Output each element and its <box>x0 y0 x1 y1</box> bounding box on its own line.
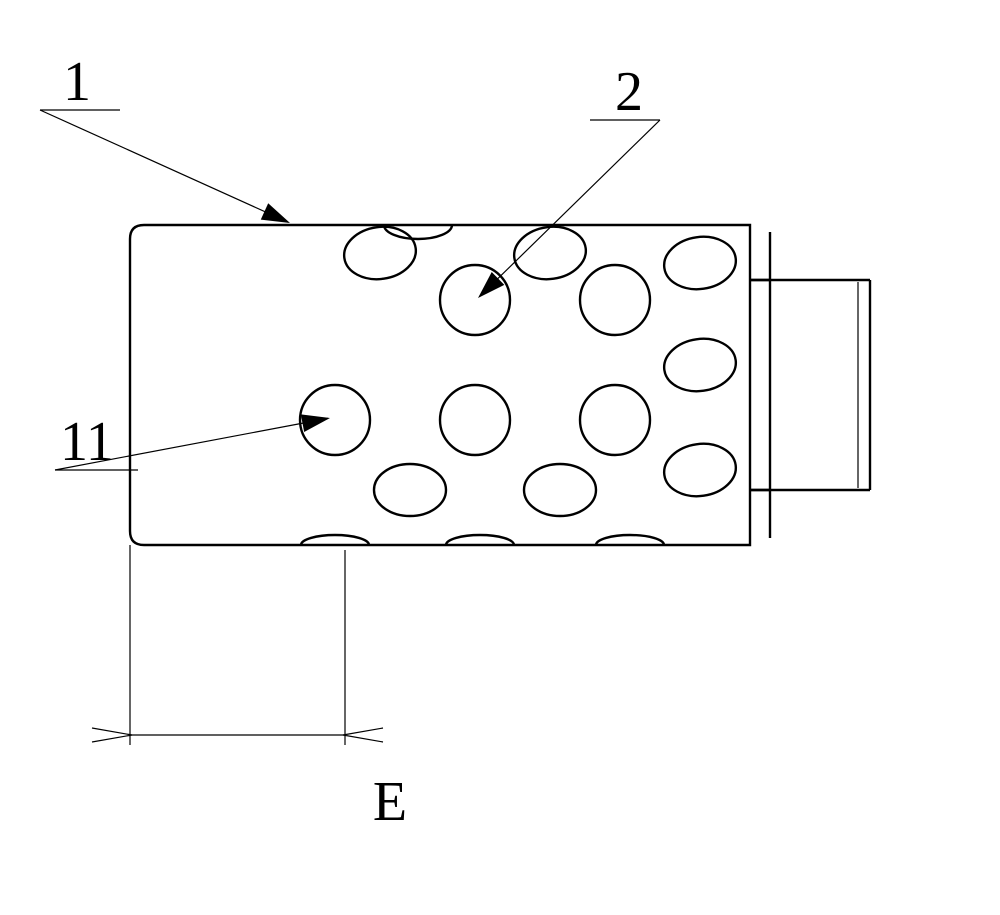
hole-circle <box>440 385 510 455</box>
arrowhead-icon <box>261 203 290 223</box>
callout-label: 11 <box>60 411 114 473</box>
hole-edge-arc <box>596 535 664 545</box>
dim-label: E <box>373 771 407 833</box>
hole-circle <box>580 265 650 335</box>
hole-edge-arc <box>301 535 369 545</box>
hole-circle <box>440 265 510 335</box>
diagram-canvas: 1 2 11 E <box>0 0 1000 915</box>
hole-ellipse <box>661 439 740 501</box>
hole-ellipse <box>374 464 446 516</box>
dim-arrowhead-icon <box>343 728 383 742</box>
callout-leader <box>40 110 288 222</box>
callout-label: 1 <box>63 51 91 113</box>
hole-circle <box>580 385 650 455</box>
callout-1: 1 <box>40 51 290 223</box>
callout-2: 2 <box>478 61 660 298</box>
cylinder-body <box>130 225 750 545</box>
dim-arrowhead-icon <box>92 728 132 742</box>
hole-ellipse <box>661 334 740 396</box>
arrowhead-icon <box>301 414 330 432</box>
callout-11: 11 <box>55 411 330 473</box>
hole-ellipse <box>524 464 596 516</box>
dimension-E: E <box>92 545 407 833</box>
hole-ellipse <box>341 222 420 284</box>
hole-ellipse <box>511 222 590 284</box>
hole-edge-arc <box>446 535 514 545</box>
callout-label: 2 <box>615 61 643 123</box>
hole-ellipse <box>661 232 740 294</box>
